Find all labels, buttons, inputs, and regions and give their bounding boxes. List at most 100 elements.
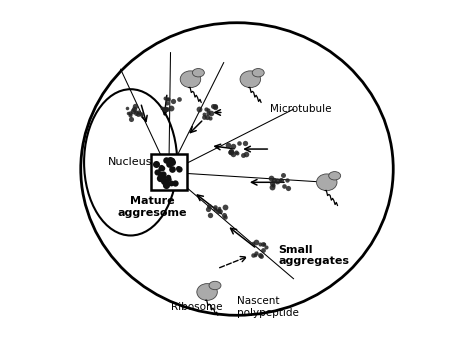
Point <box>256 252 264 258</box>
Point <box>164 175 172 180</box>
Ellipse shape <box>180 71 201 88</box>
Point <box>174 166 182 171</box>
Point <box>268 180 275 186</box>
Point <box>232 149 240 155</box>
Point <box>226 150 234 155</box>
Point <box>123 105 131 110</box>
Point <box>131 103 138 109</box>
Point <box>126 110 133 116</box>
Point <box>163 180 170 185</box>
Point <box>171 180 179 185</box>
Point <box>228 149 235 154</box>
Ellipse shape <box>197 284 217 300</box>
Point <box>124 111 131 116</box>
Point <box>269 183 277 188</box>
Point <box>267 175 275 180</box>
Ellipse shape <box>84 89 177 236</box>
Point <box>166 157 174 163</box>
Point <box>168 157 176 163</box>
Point <box>134 111 141 117</box>
Point <box>200 114 208 120</box>
Point <box>268 184 276 190</box>
Point <box>134 109 142 115</box>
Point <box>157 165 165 170</box>
Point <box>212 103 219 109</box>
Point <box>204 206 212 212</box>
Ellipse shape <box>240 71 261 88</box>
Point <box>249 252 257 258</box>
Point <box>127 112 134 117</box>
Point <box>167 106 174 111</box>
Point <box>276 177 283 183</box>
Point <box>209 103 217 109</box>
Point <box>259 242 266 247</box>
Point <box>229 151 237 157</box>
Point <box>280 173 287 178</box>
Point <box>257 253 264 259</box>
Point <box>263 244 270 249</box>
Point <box>249 241 256 246</box>
Point <box>277 178 284 183</box>
Point <box>270 177 277 182</box>
Point <box>162 96 169 101</box>
Point <box>158 165 165 171</box>
Point <box>195 106 203 112</box>
Point <box>252 239 260 245</box>
Point <box>216 209 224 214</box>
Text: Small
aggregates: Small aggregates <box>279 245 349 266</box>
Point <box>175 96 183 102</box>
Text: Nucleus: Nucleus <box>109 158 153 167</box>
Point <box>256 241 264 246</box>
Point <box>203 114 211 119</box>
FancyBboxPatch shape <box>151 154 187 190</box>
Text: Mature
aggresome: Mature aggresome <box>118 196 187 218</box>
Point <box>224 142 232 148</box>
Ellipse shape <box>209 281 221 290</box>
Point <box>251 252 259 258</box>
Point <box>211 105 219 110</box>
Point <box>137 111 145 117</box>
Point <box>236 140 243 145</box>
Point <box>283 177 291 183</box>
Point <box>153 169 161 175</box>
Point <box>273 178 280 184</box>
Point <box>129 108 137 114</box>
Ellipse shape <box>317 174 337 191</box>
Point <box>132 110 139 115</box>
Point <box>159 171 166 176</box>
Point <box>158 105 165 111</box>
Point <box>211 204 219 210</box>
Point <box>280 184 288 189</box>
Ellipse shape <box>192 69 204 77</box>
Ellipse shape <box>328 172 341 180</box>
Point <box>220 212 228 217</box>
Point <box>156 167 164 172</box>
Point <box>206 212 214 218</box>
Point <box>206 203 213 208</box>
Point <box>165 160 173 166</box>
Point <box>130 106 138 112</box>
Point <box>242 151 249 156</box>
Point <box>206 116 214 121</box>
Point <box>204 107 211 113</box>
Point <box>216 208 223 213</box>
Point <box>240 152 247 158</box>
Point <box>221 204 228 210</box>
Point <box>260 247 267 253</box>
Point <box>207 110 214 116</box>
Ellipse shape <box>81 23 393 315</box>
Point <box>163 106 171 111</box>
Point <box>211 207 219 212</box>
Point <box>175 166 183 172</box>
Ellipse shape <box>252 69 264 77</box>
Point <box>229 144 237 149</box>
Point <box>168 166 175 172</box>
Point <box>227 149 235 154</box>
Point <box>161 107 169 112</box>
Point <box>221 215 228 220</box>
Point <box>284 186 292 191</box>
Point <box>168 160 176 165</box>
Point <box>165 176 173 182</box>
Point <box>164 97 172 102</box>
Point <box>127 116 134 122</box>
